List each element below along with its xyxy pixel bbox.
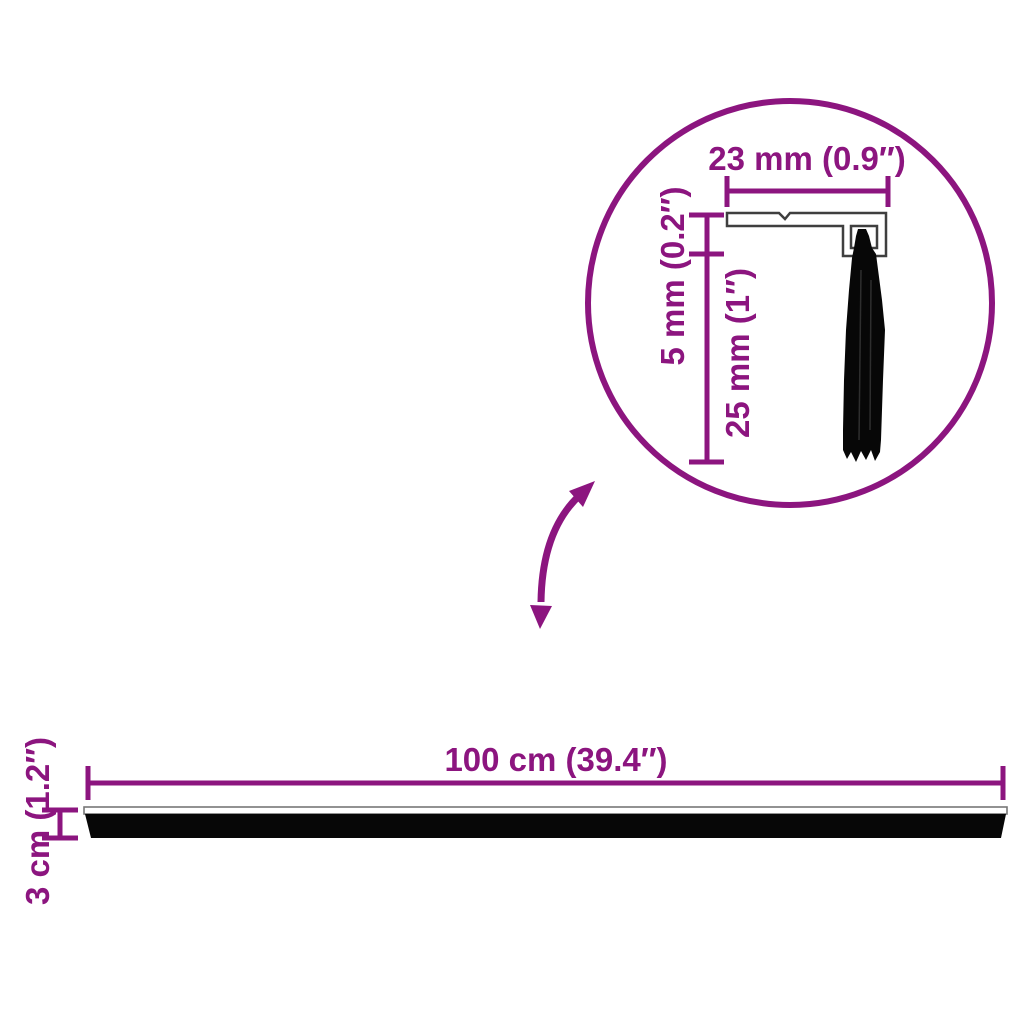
arrow-head-down-icon (530, 605, 552, 629)
product-length-dimension: 100 cm (39.4″) (85, 741, 1006, 800)
brush-streak (858, 269, 862, 441)
profile-height-label: 5 mm (0.2″) (654, 186, 691, 365)
detail-circle (585, 98, 995, 508)
zoom-detail-arrow (530, 481, 595, 629)
brush-streak (869, 279, 872, 431)
arrow-head-up-icon (569, 481, 595, 507)
product-height-label: 3 cm (1.2″) (19, 737, 56, 905)
product-height-dimension: 3 cm (1.2″) (19, 737, 78, 905)
brush-cross-section (843, 229, 885, 462)
product-length-label: 100 cm (39.4″) (444, 741, 667, 778)
profile-cross-section (725, 211, 888, 258)
strip-brush-front (85, 814, 1006, 838)
brush-length-label: 25 mm (1″) (719, 268, 756, 438)
arrow-curve (537, 492, 583, 603)
detail-width-label: 23 mm (0.9″) (708, 140, 905, 177)
detail-vertical-dimension: 5 mm (0.2″) 25 mm (1″) (654, 186, 756, 465)
detail-width-dimension: 23 mm (0.9″) (708, 140, 906, 207)
strip-rail-profile (83, 806, 1008, 815)
